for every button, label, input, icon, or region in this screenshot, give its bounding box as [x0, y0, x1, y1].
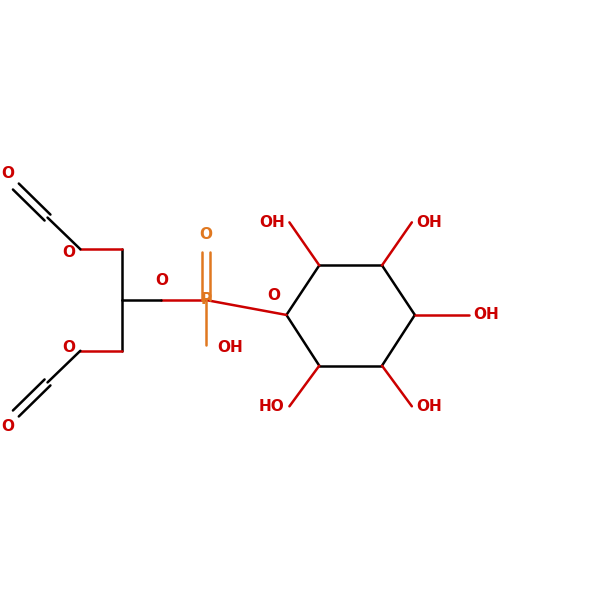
- Text: HO: HO: [259, 399, 284, 414]
- Text: O: O: [199, 227, 212, 242]
- Text: P: P: [200, 292, 211, 307]
- Text: O: O: [62, 340, 76, 355]
- Text: O: O: [1, 419, 14, 434]
- Text: OH: OH: [473, 307, 499, 322]
- Text: O: O: [62, 245, 76, 260]
- Text: O: O: [155, 273, 169, 288]
- Text: OH: OH: [416, 399, 442, 414]
- Text: OH: OH: [218, 340, 244, 355]
- Text: OH: OH: [416, 215, 442, 230]
- Text: O: O: [268, 288, 280, 303]
- Text: OH: OH: [259, 215, 284, 230]
- Text: O: O: [1, 166, 14, 181]
